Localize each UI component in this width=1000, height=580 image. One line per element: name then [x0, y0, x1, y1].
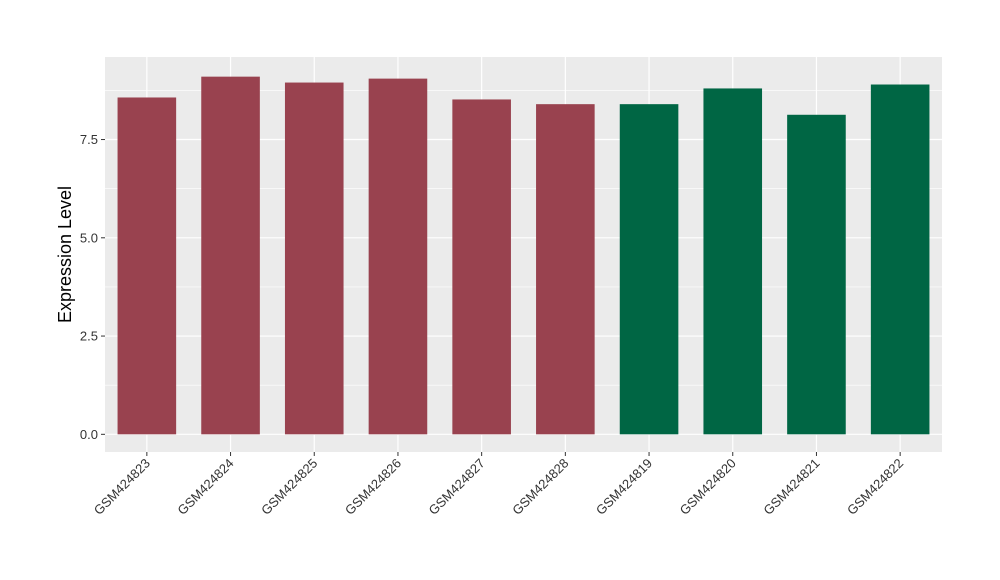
y-axis-title: Expression Level [55, 186, 75, 323]
x-tick-label: GSM424821 [760, 456, 822, 518]
y-tick-label: 2.5 [80, 329, 98, 344]
y-tick-label: 5.0 [80, 230, 98, 245]
x-tick-label: GSM424822 [844, 456, 906, 518]
y-axis: 0.0 2.5 5.0 7.5 [80, 132, 105, 442]
x-tick-label: GSM424824 [174, 456, 236, 518]
x-tick-label: GSM424826 [342, 456, 404, 518]
bar-GSM424824 [201, 76, 260, 435]
bars [117, 76, 930, 435]
bar-GSM424819 [619, 104, 679, 435]
bar-GSM424821 [787, 114, 846, 435]
x-tick-label: GSM424819 [593, 456, 655, 518]
x-tick-label: GSM424823 [91, 456, 153, 518]
bar-GSM424826 [368, 78, 428, 435]
x-tick-label: GSM424825 [258, 456, 320, 518]
x-axis: GSM424823 GSM424824 GSM424825 GSM424826 GSM4… [91, 452, 906, 518]
y-tick-label: 0.0 [80, 427, 98, 442]
x-tick-label: GSM424828 [509, 456, 571, 518]
bar-GSM424820 [703, 88, 763, 435]
bar-GSM424823 [117, 97, 177, 435]
x-tick-label: GSM424820 [677, 456, 739, 518]
bar-GSM424828 [536, 104, 595, 435]
bar-GSM424827 [452, 99, 511, 435]
y-tick-label: 7.5 [80, 132, 98, 147]
x-tick-label: GSM424827 [426, 456, 488, 518]
bar-GSM424822 [870, 84, 930, 435]
bar-GSM424825 [284, 82, 344, 435]
